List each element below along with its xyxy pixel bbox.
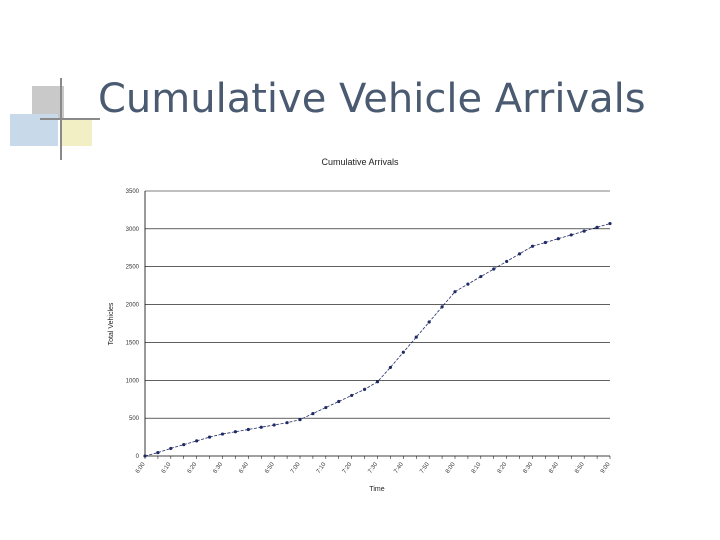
x-tick-label: 7:50	[419, 461, 431, 475]
axes	[144, 191, 611, 459]
x-tick-label: 7:00	[290, 461, 302, 475]
data-point	[582, 229, 586, 233]
data-point	[388, 365, 393, 370]
x-tick-label: 8:00	[445, 461, 457, 475]
y-tick-label: 0	[136, 454, 140, 460]
data-point	[182, 443, 186, 447]
data-point	[220, 432, 225, 436]
chart-title: Cumulative Arrivals	[321, 157, 399, 167]
data-point	[207, 435, 212, 439]
x-tick-label: 7:40	[393, 461, 405, 475]
y-tick-label: 3500	[126, 189, 140, 195]
corner-square-yellow	[62, 118, 92, 146]
x-tick-labels: 6:00 6:10 6:20 6:30 6:40 6:50 7:00 7:10 7:20 7:30…	[135, 461, 612, 475]
data-point	[492, 267, 496, 271]
data-point	[324, 405, 328, 410]
data-point	[143, 454, 147, 458]
data-point	[530, 244, 535, 248]
y-tick-label: 3000	[126, 227, 140, 233]
x-axis-label: Time	[369, 486, 384, 493]
data-point	[543, 240, 548, 245]
data-point	[233, 430, 238, 434]
x-tick-label: 8:50	[574, 461, 586, 475]
x-tick-label: 6:50	[264, 461, 276, 475]
x-tick-label: 6:10	[161, 461, 173, 475]
data-point	[169, 446, 173, 451]
data-point	[440, 305, 444, 309]
y-tick-label: 500	[129, 416, 140, 422]
data-point	[337, 399, 341, 404]
x-tick-label: 8:40	[548, 461, 560, 475]
data-point	[285, 421, 289, 425]
y-axis-label: Total Vehicles	[108, 302, 115, 345]
corner-square-gray	[32, 86, 64, 118]
data-point	[156, 450, 160, 455]
data-point	[401, 350, 405, 354]
data-point	[479, 274, 483, 279]
data-point	[595, 225, 599, 229]
data-point	[362, 387, 367, 391]
x-tick-label: 6:40	[238, 461, 250, 475]
data-point	[427, 320, 431, 324]
data-point	[556, 237, 560, 241]
data-point	[298, 418, 302, 422]
slide-title: Cumulative Vehicle Arrivals	[98, 76, 646, 122]
data-point	[272, 423, 276, 427]
x-tick-label: 9:00	[600, 461, 612, 475]
x-tick-label: 7:30	[368, 461, 380, 475]
x-tick-label: 8:10	[471, 461, 483, 475]
series-line	[144, 223, 611, 457]
x-tick-label: 7:10	[316, 461, 328, 475]
data-point	[246, 427, 250, 432]
data-point	[375, 380, 380, 384]
x-tick-label: 7:20	[342, 461, 354, 475]
y-tick-label: 1000	[126, 378, 140, 384]
data-point	[608, 221, 612, 226]
data-point	[350, 393, 354, 398]
data-point	[569, 233, 573, 237]
data-point	[466, 282, 470, 286]
corner-horizontal-line	[40, 118, 100, 120]
data-point	[453, 290, 457, 294]
data-point	[195, 439, 199, 443]
y-tick-label: 2000	[126, 303, 140, 309]
data-point	[517, 252, 522, 256]
gridlines	[145, 190, 610, 419]
data-point	[505, 259, 509, 264]
data-point	[414, 335, 418, 339]
series-arrivals	[143, 221, 612, 458]
x-tick-label: 6:30	[213, 461, 225, 475]
x-tick-label: 6:20	[187, 461, 199, 475]
x-tick-label: 8:30	[523, 461, 535, 475]
y-tick-labels: 0 500 1000 1500 2000 2500 3000 3500	[126, 189, 140, 460]
data-point	[259, 425, 263, 429]
data-point	[311, 412, 315, 416]
y-tick-label: 1500	[126, 340, 140, 346]
x-tick-label: 6:00	[135, 461, 147, 475]
x-tick-label: 8:20	[497, 461, 509, 475]
y-tick-label: 2500	[126, 265, 140, 271]
